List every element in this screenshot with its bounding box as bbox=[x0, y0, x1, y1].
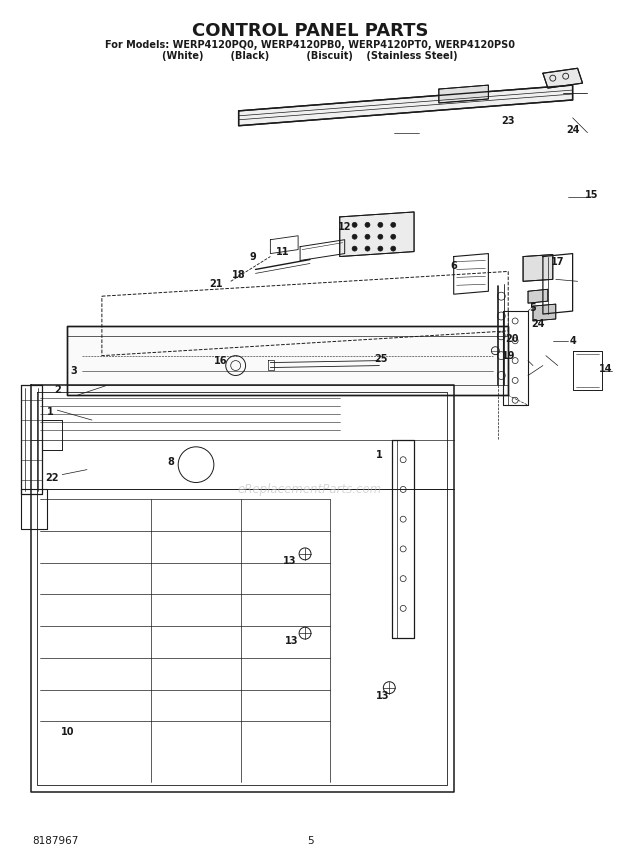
Text: CONTROL PANEL PARTS: CONTROL PANEL PARTS bbox=[192, 21, 428, 39]
Text: 22: 22 bbox=[46, 473, 59, 483]
Polygon shape bbox=[528, 289, 548, 303]
Text: 8: 8 bbox=[168, 457, 175, 467]
Text: 12: 12 bbox=[338, 222, 352, 232]
Text: 1: 1 bbox=[47, 407, 54, 417]
Text: (White)        (Black)           (Biscuit)    (Stainless Steel): (White) (Black) (Biscuit) (Stainless Ste… bbox=[162, 51, 458, 62]
Text: 20: 20 bbox=[505, 334, 519, 344]
Text: 23: 23 bbox=[502, 116, 515, 126]
Text: 14: 14 bbox=[598, 364, 612, 373]
Text: 3: 3 bbox=[71, 366, 78, 376]
Text: 13: 13 bbox=[285, 636, 299, 646]
Polygon shape bbox=[533, 304, 556, 321]
Circle shape bbox=[391, 235, 396, 239]
Polygon shape bbox=[543, 68, 583, 88]
Text: 24: 24 bbox=[566, 125, 579, 134]
Text: 24: 24 bbox=[531, 319, 545, 329]
Circle shape bbox=[365, 223, 370, 228]
Circle shape bbox=[352, 223, 357, 228]
Polygon shape bbox=[67, 326, 508, 395]
Text: 16: 16 bbox=[214, 355, 228, 366]
Circle shape bbox=[365, 235, 370, 239]
Text: 19: 19 bbox=[502, 351, 515, 360]
Text: For Models: WERP4120PQ0, WERP4120PB0, WERP4120PT0, WERP4120PS0: For Models: WERP4120PQ0, WERP4120PB0, WE… bbox=[105, 39, 515, 50]
Text: 6: 6 bbox=[450, 261, 457, 271]
Text: 10: 10 bbox=[60, 728, 74, 737]
Text: 1: 1 bbox=[376, 449, 383, 460]
Circle shape bbox=[352, 247, 357, 251]
Text: 15: 15 bbox=[585, 190, 598, 200]
Circle shape bbox=[365, 247, 370, 251]
Text: 18: 18 bbox=[232, 270, 246, 281]
Text: 2: 2 bbox=[54, 385, 61, 395]
Text: 11: 11 bbox=[275, 247, 289, 257]
Circle shape bbox=[378, 223, 383, 228]
Text: 13: 13 bbox=[376, 691, 389, 700]
Text: eReplacementParts.com: eReplacementParts.com bbox=[238, 483, 382, 496]
Circle shape bbox=[391, 223, 396, 228]
Text: 13: 13 bbox=[283, 556, 297, 566]
Text: 21: 21 bbox=[209, 279, 223, 289]
Text: 17: 17 bbox=[551, 257, 564, 266]
Text: 4: 4 bbox=[569, 336, 576, 346]
Polygon shape bbox=[523, 254, 553, 282]
Polygon shape bbox=[239, 85, 573, 126]
Polygon shape bbox=[340, 212, 414, 257]
Polygon shape bbox=[439, 85, 489, 103]
Circle shape bbox=[391, 247, 396, 251]
Circle shape bbox=[378, 235, 383, 239]
Text: 5: 5 bbox=[529, 303, 536, 313]
Text: 5: 5 bbox=[307, 836, 313, 847]
Circle shape bbox=[378, 247, 383, 251]
Text: 9: 9 bbox=[249, 252, 256, 262]
Text: 8187967: 8187967 bbox=[32, 836, 79, 847]
Text: 25: 25 bbox=[374, 354, 388, 364]
Circle shape bbox=[352, 235, 357, 239]
